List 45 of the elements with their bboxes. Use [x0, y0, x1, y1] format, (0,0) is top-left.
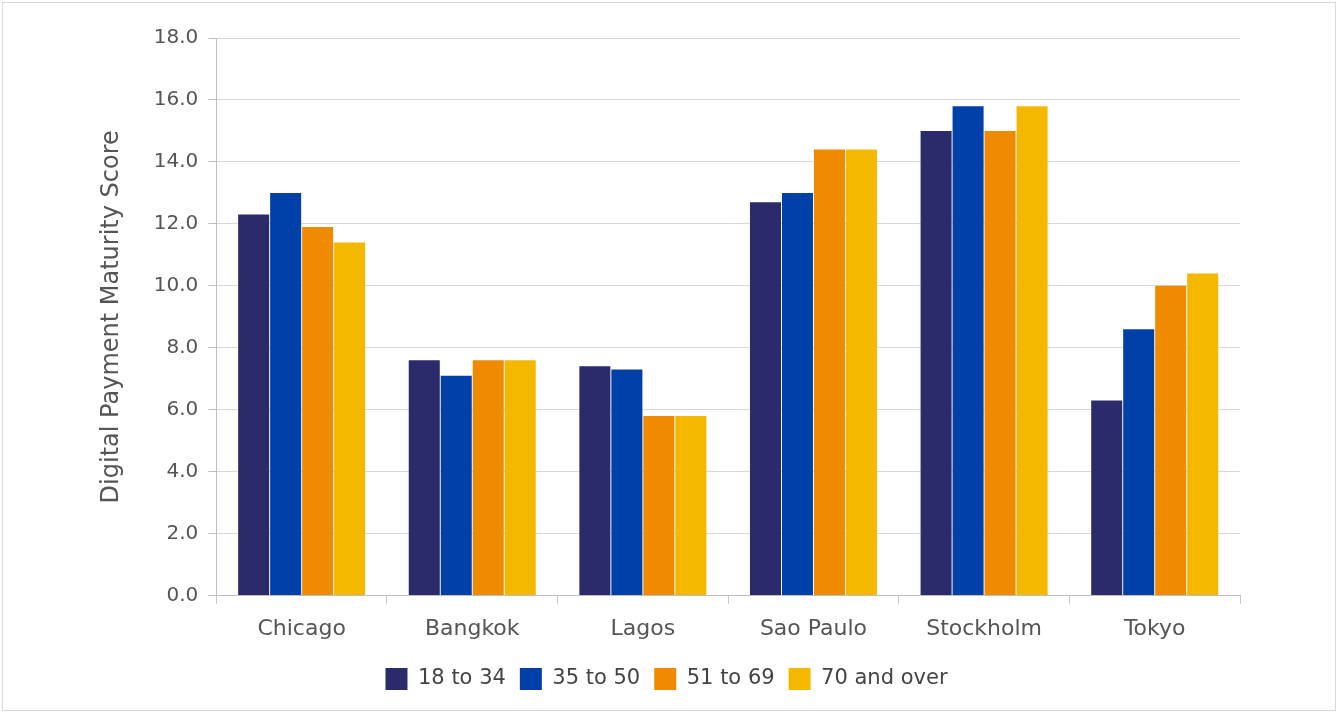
bar: [334, 242, 366, 596]
bar: [1091, 400, 1123, 596]
x-tick-label: Chicago: [257, 614, 346, 640]
y-tick-label: 16.0: [153, 86, 199, 111]
y-tick-label: 10.0: [153, 272, 199, 297]
bar: [952, 106, 984, 596]
bar: [238, 214, 270, 596]
bar: [472, 360, 504, 596]
x-tick-label: Bangkok: [424, 614, 520, 640]
bar: [611, 369, 643, 596]
legend-label: 70 and over: [821, 665, 948, 690]
bar: [749, 202, 781, 596]
bar: [643, 415, 675, 596]
y-tick-label: 4.0: [166, 457, 199, 482]
bar: [984, 130, 1016, 596]
y-tick-label: 2.0: [166, 519, 199, 544]
legend-label: 51 to 69: [686, 665, 775, 690]
legend-label: 35 to 50: [552, 665, 641, 690]
y-tick-label: 0.0: [166, 581, 199, 606]
bar: [845, 149, 877, 596]
bar: [440, 375, 472, 596]
x-tick-label: Sao Paulo: [759, 614, 868, 640]
bar: [675, 415, 707, 596]
y-tick-label: 6.0: [166, 395, 199, 420]
x-tick-label: Tokyo: [1122, 614, 1186, 640]
bar: [1155, 285, 1187, 596]
bar: [920, 130, 952, 596]
bar: [1016, 106, 1048, 596]
x-tick-label: Lagos: [610, 614, 676, 640]
bar: [1187, 273, 1219, 596]
bar: [408, 360, 440, 596]
bar: [270, 192, 302, 596]
y-tick-label: 12.0: [153, 210, 199, 235]
y-axis-title: Digital Payment Maturity Score: [95, 130, 124, 504]
y-tick-label: 18.0: [153, 24, 199, 49]
x-tick-label: Stockholm: [926, 614, 1042, 640]
legend-label: 18 to 34: [417, 665, 506, 690]
bar: [504, 360, 536, 596]
bar: [781, 192, 813, 596]
bar: [302, 226, 334, 596]
bar: [579, 366, 611, 596]
bar: [813, 149, 845, 596]
y-tick-label: 14.0: [153, 148, 199, 173]
y-tick-label: 8.0: [166, 333, 199, 358]
bar: [1123, 329, 1155, 596]
